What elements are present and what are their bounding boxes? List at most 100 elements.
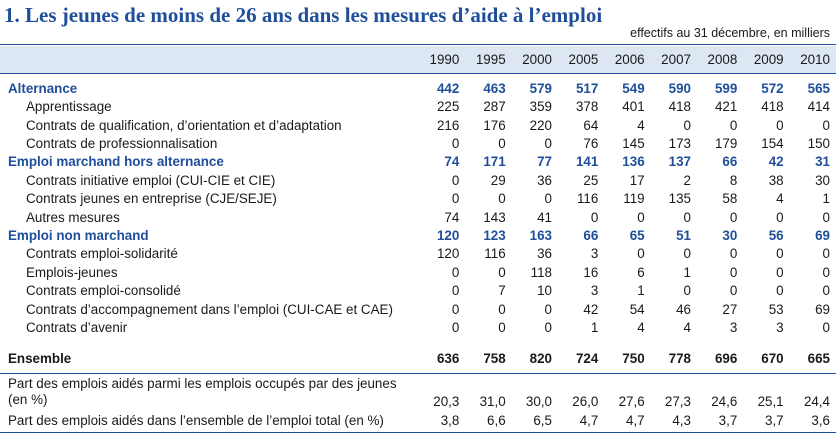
- value-cell: 0: [451, 191, 460, 207]
- year-header: 2008: [707, 52, 738, 67]
- value-cell: 51: [676, 228, 691, 244]
- value-cell: 0: [498, 264, 506, 280]
- value-cell: 636: [419, 345, 466, 375]
- value-cell: 421: [714, 99, 738, 115]
- year-header: 2010: [800, 52, 830, 67]
- value-cell: 0: [451, 136, 460, 152]
- value-cell: 27: [722, 301, 738, 317]
- value-cell: 0: [822, 283, 830, 299]
- row-label: Emplois-jeunes: [26, 264, 118, 280]
- value-cell: 463: [483, 80, 506, 96]
- value-cell: 31: [815, 154, 830, 170]
- value-cell: 7: [498, 283, 506, 299]
- value-cell: 0: [729, 264, 738, 280]
- value-cell: 418: [761, 99, 784, 115]
- value-cell: 66: [722, 154, 738, 170]
- value-cell: 4,7: [604, 410, 651, 434]
- year-header: 2000: [522, 52, 552, 67]
- category-row: Alternance 442 463 579 517 549 590 599 572 565: [0, 73, 836, 98]
- value-cell: 0: [729, 209, 738, 225]
- value-cell: 8: [729, 172, 738, 188]
- row-label: Contrats emploi-consolidé: [26, 283, 181, 299]
- value-cell: 145: [622, 136, 645, 152]
- unit-note: effectifs au 31 décembre, en milliers: [630, 26, 830, 40]
- value-cell: 0: [683, 117, 691, 133]
- value-cell: 0: [544, 136, 552, 152]
- value-cell: 4,7: [557, 410, 605, 434]
- value-cell: 418: [668, 99, 691, 115]
- value-cell: 0: [822, 264, 830, 280]
- value-cell: 579: [529, 80, 552, 96]
- total-row: Ensemble 636 758 820 724 750 778 696 670 665: [0, 345, 836, 375]
- value-cell: 74: [444, 209, 460, 225]
- value-cell: 696: [696, 345, 744, 375]
- value-cell: 163: [529, 228, 552, 244]
- measure-row: Contrats jeunes en entreprise (CJE/SEJE)…: [0, 190, 836, 208]
- measure-row: Contrats d’accompagnement dans l’emploi …: [0, 301, 836, 319]
- value-cell: 517: [575, 80, 599, 96]
- value-cell: 31,0: [479, 393, 506, 409]
- value-cell: 3,7: [743, 410, 790, 434]
- value-cell: 27,6: [618, 393, 645, 409]
- value-cell: 54: [629, 301, 645, 317]
- value-cell: 24,6: [711, 393, 738, 409]
- row-label: Emploi marchand hors alternance: [8, 154, 224, 170]
- row-label: Ensemble: [0, 345, 419, 375]
- row-label: Part des emplois aidés parmi les emplois…: [8, 376, 397, 408]
- value-cell: 30,0: [525, 393, 552, 409]
- value-cell: 0: [637, 209, 645, 225]
- value-cell: 3: [590, 283, 599, 299]
- value-cell: 0: [822, 246, 830, 262]
- value-cell: 820: [511, 345, 558, 375]
- value-cell: 3,7: [696, 410, 744, 434]
- row-label: Alternance: [8, 80, 78, 96]
- value-cell: 0: [683, 246, 691, 262]
- value-cell: 758: [465, 345, 512, 375]
- value-cell: 0: [590, 209, 599, 225]
- value-cell: 58: [722, 191, 738, 207]
- value-cell: 0: [637, 246, 645, 262]
- value-cell: 2: [683, 172, 691, 188]
- value-cell: 69: [815, 301, 830, 317]
- value-cell: 0: [776, 264, 784, 280]
- row-label: Part des emplois aidés dans l’ensemble d…: [0, 410, 419, 434]
- value-cell: 0: [729, 246, 738, 262]
- value-cell: 0: [451, 283, 460, 299]
- measure-row: Contrats initiative emploi (CUI-CIE et C…: [0, 172, 836, 190]
- value-cell: 20,3: [433, 393, 460, 409]
- page-title: 1. Les jeunes de moins de 26 ans dans le…: [4, 3, 603, 27]
- value-cell: 0: [776, 283, 784, 299]
- value-cell: 30: [815, 172, 830, 188]
- value-cell: 123: [483, 228, 506, 244]
- employment-aid-table: 1990 1995 2000 2005 2006 2007 2008 2009 …: [0, 46, 836, 434]
- value-cell: 0: [729, 283, 738, 299]
- measure-row: Contrats emploi-consolidé 0 7 10 3 1 0 0 0 0: [0, 282, 836, 300]
- year-header: 2006: [614, 52, 645, 67]
- value-cell: 26,0: [572, 393, 599, 409]
- value-cell: 0: [498, 136, 506, 152]
- value-cell: 0: [451, 301, 460, 317]
- value-cell: 116: [576, 191, 599, 207]
- row-label: Contrats emploi-solidarité: [26, 246, 178, 262]
- value-cell: 549: [622, 80, 645, 96]
- value-cell: 0: [498, 301, 506, 317]
- value-cell: 17: [629, 172, 645, 188]
- value-cell: 225: [436, 99, 460, 115]
- value-cell: 3: [729, 319, 738, 335]
- value-cell: 216: [436, 117, 460, 133]
- value-cell: 25: [583, 172, 599, 188]
- value-cell: 6,6: [465, 410, 512, 434]
- value-cell: 0: [683, 283, 691, 299]
- value-cell: 4,3: [650, 410, 697, 434]
- value-cell: 76: [583, 136, 599, 152]
- value-cell: 53: [768, 301, 784, 317]
- value-cell: 4: [637, 117, 645, 133]
- row-label: Contrats de qualification, d’orientation…: [26, 117, 342, 133]
- value-cell: 137: [668, 154, 691, 170]
- value-cell: 10: [537, 283, 552, 299]
- category-row: Emploi non marchand 120 123 163 66 65 51 30 56 69: [0, 227, 836, 245]
- value-cell: 116: [484, 246, 506, 262]
- measure-row: Contrats de professionnalisation 0 0 0 76 145…: [0, 135, 836, 153]
- row-label: Contrats d’avenir: [26, 319, 128, 335]
- header-band: [0, 46, 836, 74]
